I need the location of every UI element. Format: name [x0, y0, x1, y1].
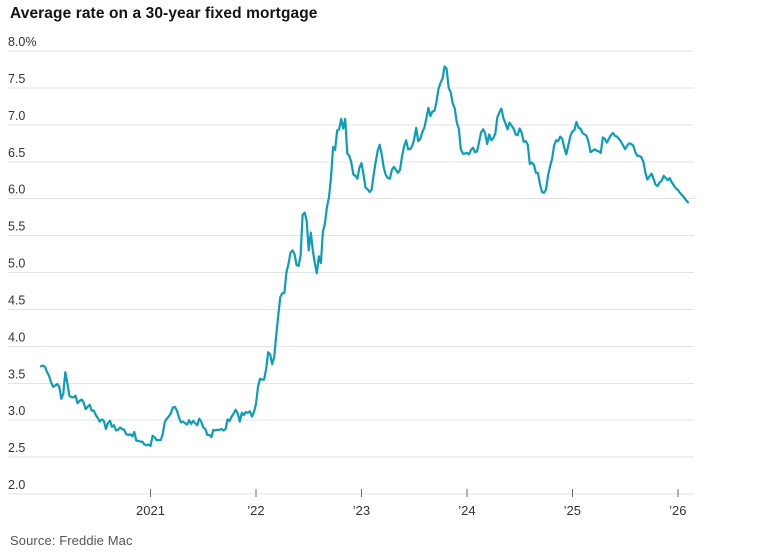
- y-axis-tick-label: 4.0: [8, 330, 25, 344]
- x-axis-tick-label: ’23: [353, 503, 370, 518]
- y-axis-tick-label: 4.5: [8, 293, 25, 307]
- x-axis-tick-label: 2021: [136, 503, 165, 518]
- x-axis-tick-label: ’22: [247, 503, 264, 518]
- y-axis-tick-label: 3.0: [8, 404, 25, 418]
- chart-title: Average rate on a 30-year fixed mortgage: [10, 5, 318, 22]
- y-axis-tick-label: 2.5: [8, 441, 25, 455]
- y-axis-tick-label: 7.0: [8, 109, 25, 123]
- y-axis-tick-label: 6.5: [8, 146, 25, 160]
- y-axis-tick-label: 7.5: [8, 72, 25, 86]
- y-axis-tick-label: 8.0%: [8, 35, 37, 49]
- y-axis-tick-label: 6.0: [8, 183, 25, 197]
- x-axis-tick-label: ’25: [564, 503, 581, 518]
- x-axis-tick-label: ’26: [669, 503, 686, 518]
- x-axis-tick-label: ’24: [458, 503, 475, 518]
- source-note: Source: Freddie Mac: [10, 533, 133, 548]
- y-axis-tick-label: 2.0: [8, 478, 25, 492]
- y-axis-tick-label: 5.5: [8, 220, 25, 234]
- y-axis-tick-label: 3.5: [8, 367, 25, 381]
- y-axis-tick-label: 5.0: [8, 257, 25, 271]
- rate-line: [39, 65, 690, 448]
